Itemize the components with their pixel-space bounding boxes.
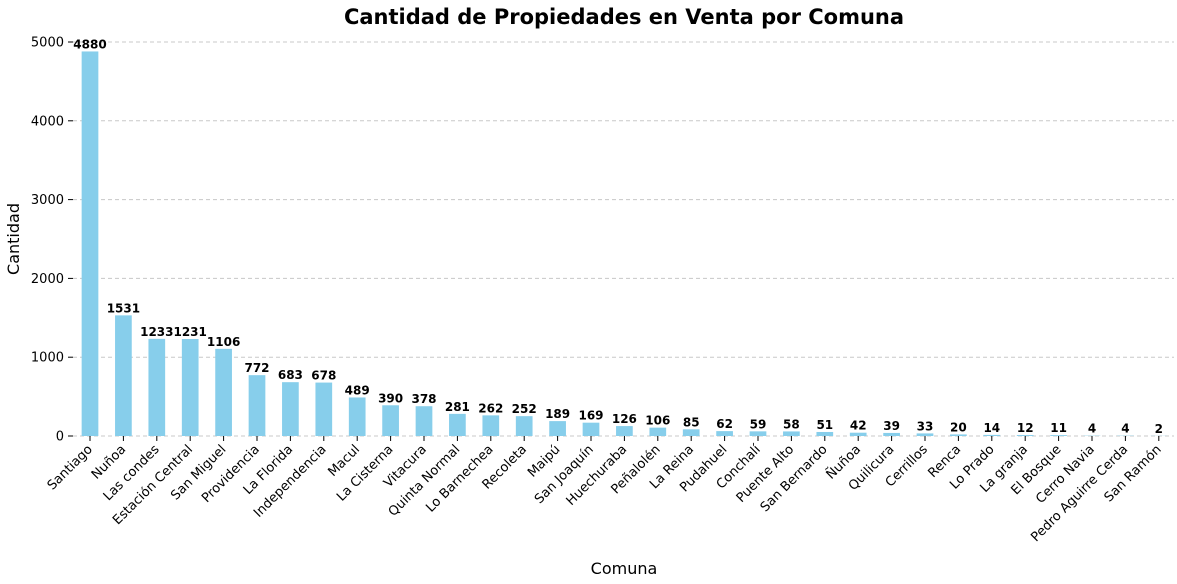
bar-value-label: 772 xyxy=(244,361,269,375)
bar xyxy=(582,422,600,436)
bar xyxy=(950,434,967,436)
bar xyxy=(883,432,900,436)
bar-value-label: 281 xyxy=(445,400,470,414)
bar-value-label: 4880 xyxy=(73,37,106,51)
x-tick-label: Santiago xyxy=(45,442,96,493)
bar-value-label: 1106 xyxy=(207,335,240,349)
y-tick-label: 3000 xyxy=(31,193,64,208)
bar-value-label: 62 xyxy=(716,417,733,431)
bar xyxy=(849,432,867,436)
bar-value-label: 42 xyxy=(850,419,867,433)
bar xyxy=(449,413,466,436)
bar xyxy=(81,51,99,437)
bar xyxy=(482,415,500,436)
bar xyxy=(282,382,299,436)
bar-value-label: 378 xyxy=(411,392,436,406)
bar-value-label: 106 xyxy=(645,414,670,428)
bar-value-label: 14 xyxy=(983,421,1000,435)
bar-value-label: 1231 xyxy=(173,325,206,339)
chart-title: Cantidad de Propiedades en Venta por Com… xyxy=(344,5,904,29)
bar xyxy=(115,315,132,436)
bar-value-label: 2 xyxy=(1155,422,1163,436)
bar xyxy=(181,338,199,436)
bar xyxy=(549,421,566,436)
bar-value-label: 390 xyxy=(378,391,403,405)
y-tick-label: 4000 xyxy=(31,114,64,129)
bar xyxy=(515,416,533,436)
y-axis-label: Cantidad xyxy=(4,203,23,275)
bar-value-label: 51 xyxy=(816,418,833,432)
bar-value-label: 489 xyxy=(345,383,370,397)
bar xyxy=(348,397,366,436)
bar-value-label: 4 xyxy=(1088,422,1096,436)
bar-value-label: 1531 xyxy=(107,301,140,315)
bar-value-label: 1233 xyxy=(140,325,173,339)
bar xyxy=(1050,435,1067,436)
bars xyxy=(81,51,1168,437)
bar-value-label: 39 xyxy=(883,419,900,433)
bar xyxy=(315,382,333,436)
bar-value-label: 169 xyxy=(578,409,603,423)
bar xyxy=(916,433,934,436)
bar xyxy=(1016,435,1034,436)
bar-value-label: 189 xyxy=(545,407,570,421)
y-tick-label: 2000 xyxy=(31,272,64,287)
bar xyxy=(415,406,433,436)
bar-value-label: 33 xyxy=(917,419,934,433)
bar xyxy=(148,338,166,436)
bar-value-label: 11 xyxy=(1050,421,1067,435)
bar-value-label: 85 xyxy=(683,415,700,429)
gridlines xyxy=(73,41,1174,437)
x-axis-label: Comuna xyxy=(591,559,658,578)
bar xyxy=(716,431,733,436)
bar xyxy=(248,375,266,436)
bar xyxy=(382,405,399,436)
y-tick-label: 1000 xyxy=(31,351,64,366)
bar-value-label: 58 xyxy=(783,417,800,431)
bar-value-label: 252 xyxy=(512,402,537,416)
bar-value-label: 20 xyxy=(950,420,967,434)
y-axis: 0 1000 2000 3000 4000 5000 xyxy=(31,36,73,445)
bar xyxy=(749,431,767,436)
bar xyxy=(649,427,667,436)
y-tick-label: 0 xyxy=(56,430,64,445)
bar xyxy=(983,434,1001,436)
bar-value-label: 59 xyxy=(750,417,767,431)
bar xyxy=(616,426,633,436)
bar-value-label: 683 xyxy=(278,368,303,382)
bar xyxy=(783,431,800,436)
bar xyxy=(816,431,834,436)
bar xyxy=(682,429,700,436)
y-tick-label: 5000 xyxy=(31,36,64,51)
bar-value-label: 126 xyxy=(612,412,637,426)
bar-value-label: 262 xyxy=(478,401,503,415)
bar-value-label: 12 xyxy=(1017,421,1034,435)
bar-value-label: 678 xyxy=(311,369,336,383)
bar-value-label: 4 xyxy=(1121,422,1129,436)
bar xyxy=(215,348,232,436)
